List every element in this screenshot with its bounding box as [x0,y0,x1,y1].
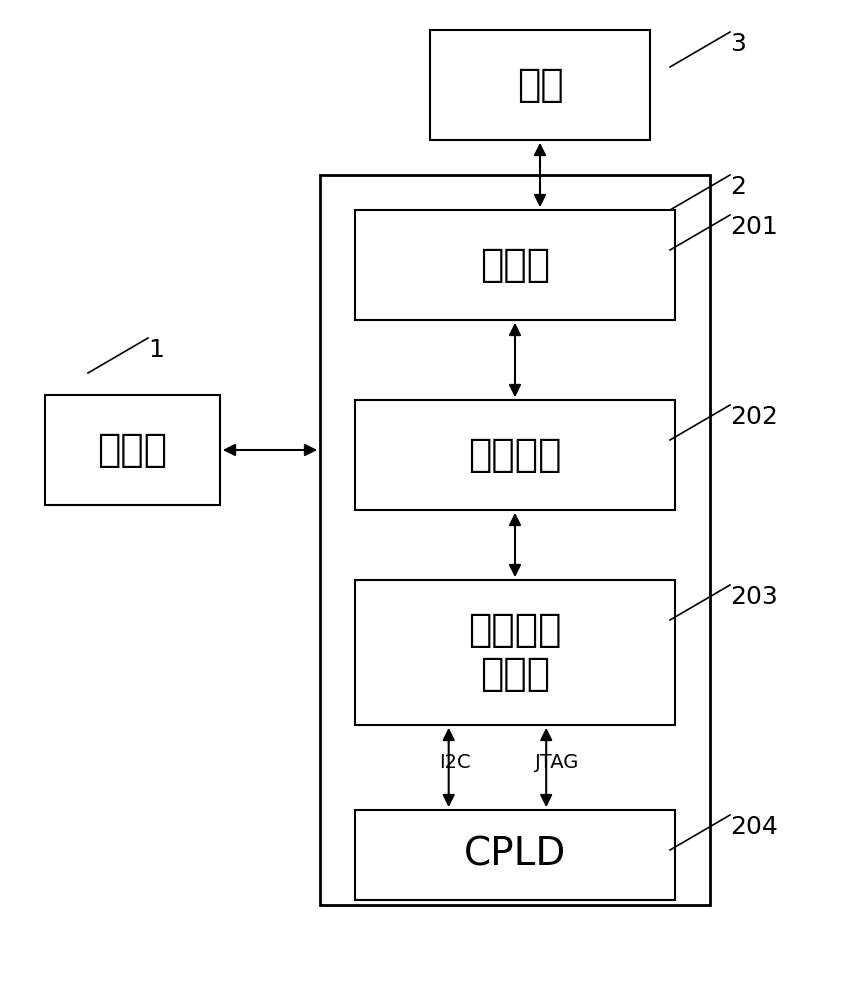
Bar [355,400,675,510]
Text: 202: 202 [730,405,778,429]
Text: 控制台: 控制台 [98,431,167,469]
Bar [430,30,650,140]
Bar [355,810,675,900]
Text: 2: 2 [730,175,746,199]
Text: 处理器: 处理器 [480,246,550,284]
Text: 集成南桥: 集成南桥 [469,436,562,474]
Text: CPLD: CPLD [464,836,566,874]
Text: 203: 203 [730,585,778,609]
Bar [45,395,220,505]
Bar [320,175,710,905]
Text: 3: 3 [730,32,746,56]
Bar [355,210,675,320]
Bar [355,580,675,725]
Text: 201: 201 [730,215,778,239]
Text: 闪盘: 闪盘 [517,66,564,104]
Text: 基板管理
控制器: 基板管理 控制器 [469,611,562,694]
Text: JTAG: JTAG [535,752,579,772]
Text: 1: 1 [148,338,164,362]
Text: 204: 204 [730,815,778,839]
Text: I2C: I2C [439,752,471,772]
